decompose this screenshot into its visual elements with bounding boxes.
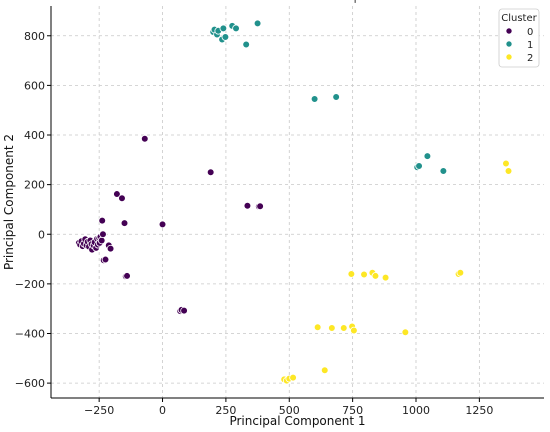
point-cluster-1	[332, 93, 340, 101]
point-cluster-2	[381, 273, 390, 282]
point-cluster-2	[339, 324, 348, 332]
point-cluster-0	[99, 230, 107, 239]
legend-marker-1	[505, 40, 513, 48]
point-cluster-0	[256, 202, 264, 211]
point-cluster-2	[360, 270, 368, 279]
point-cluster-0	[180, 306, 188, 315]
point-cluster-0	[106, 244, 115, 253]
point-cluster-1	[439, 167, 448, 175]
point-cluster-2	[371, 272, 380, 280]
point-cluster-1	[310, 95, 319, 103]
point-cluster-1	[423, 152, 432, 160]
point-cluster-2	[401, 328, 410, 337]
point-cluster-0	[118, 194, 126, 203]
points-layer	[75, 19, 513, 385]
point-cluster-0	[206, 168, 215, 177]
x-axis-title: Principal Component 1	[229, 414, 365, 428]
x-tick-label: −250	[84, 404, 114, 417]
legend: Cluster 0 1 2	[498, 8, 540, 68]
legend-label-1: 1	[527, 40, 533, 51]
point-cluster-0	[97, 236, 106, 245]
point-cluster-2	[350, 326, 358, 335]
legend-title: Cluster	[501, 13, 537, 24]
point-cluster-2	[320, 366, 329, 375]
point-cluster-0	[101, 255, 110, 264]
legend-box	[498, 8, 540, 68]
x-tick-label: 750	[342, 404, 363, 417]
point-cluster-2	[456, 268, 465, 277]
y-tick-label: −600	[15, 377, 45, 390]
legend-marker-2	[505, 53, 513, 61]
point-cluster-2	[328, 324, 336, 332]
y-tick-label: 800	[24, 30, 45, 43]
y-tick-label: −400	[15, 327, 45, 340]
x-tick-label: 500	[279, 404, 300, 417]
point-cluster-0	[243, 201, 252, 210]
axes-layer: −250 0 250 500 750 1000 1250 −600 −400 −200 0 200 40…	[15, 0, 544, 417]
grid-layer	[51, 6, 544, 398]
point-cluster-0	[140, 134, 149, 143]
x-tick-label: 250	[215, 404, 236, 417]
point-cluster-0	[98, 216, 107, 225]
point-cluster-2	[313, 323, 322, 332]
point-cluster-2	[502, 159, 510, 168]
point-cluster-0	[113, 190, 121, 198]
y-tick-label: 600	[24, 79, 45, 92]
x-tick-label: 0	[159, 404, 166, 417]
point-cluster-1	[242, 40, 250, 49]
annotation-mark: '	[354, 0, 357, 11]
y-tick-label: 0	[38, 228, 45, 241]
point-cluster-2	[289, 373, 297, 382]
y-axis-title: Principal Component 2	[2, 134, 16, 270]
point-cluster-2	[504, 167, 513, 175]
point-cluster-1	[219, 24, 228, 33]
x-tick-label: 1000	[402, 404, 430, 417]
y-tick-label: −200	[15, 278, 45, 291]
x-tick-label: 1250	[465, 404, 493, 417]
point-cluster-1	[232, 24, 240, 33]
point-cluster-0	[158, 220, 167, 229]
point-cluster-0	[123, 272, 131, 280]
legend-marker-0	[505, 27, 513, 35]
y-tick-label: 200	[24, 179, 45, 192]
point-cluster-1	[415, 162, 423, 170]
legend-label-0: 0	[527, 27, 533, 38]
y-tick-label: 400	[24, 129, 45, 142]
point-cluster-0	[120, 219, 129, 227]
legend-label-2: 2	[527, 53, 533, 64]
point-cluster-2	[347, 270, 356, 278]
point-cluster-1	[221, 33, 230, 41]
point-cluster-1	[253, 19, 262, 28]
